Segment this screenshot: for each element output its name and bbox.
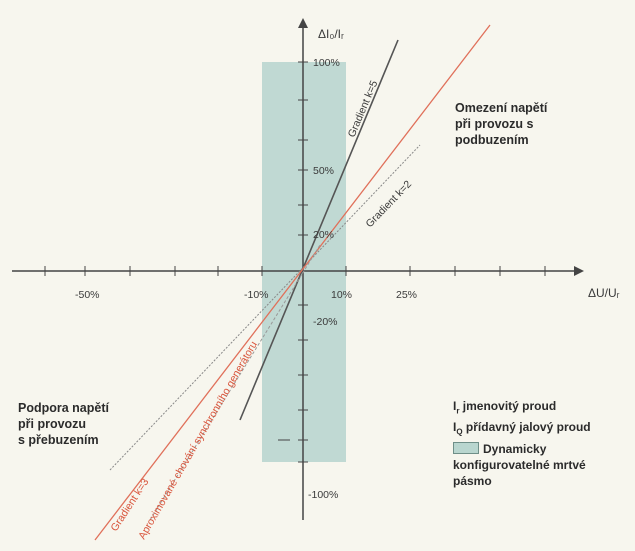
gradient-k5-label: Gradient k=5 [346, 79, 381, 139]
x-axis-title: ΔU/Uᵣ [588, 286, 620, 300]
legend-rated-current: Ir jmenovitý proud [453, 399, 557, 416]
underexcitation-line-2: při provozu s [455, 117, 534, 131]
y-tick-label-minus100: -100% [308, 489, 338, 501]
x-axis-arrow [574, 266, 584, 276]
gradient-k2-label: Gradient k=2 [364, 178, 415, 230]
underexcitation-line-1: Omezení napětí [455, 101, 548, 115]
y-tick-marks [278, 61, 308, 463]
legend-additional-current: IQ přídavný jalový proud [453, 420, 591, 437]
gradient-k3-line [94, 24, 491, 541]
approx-generator-label: Aproximované chování synchronního generá… [136, 339, 260, 541]
legend: Ir jmenovitý proud IQ přídavný jalový pr… [453, 398, 591, 489]
approx-generator-line [149, 244, 321, 521]
x-tick-label-minus50: -50% [75, 289, 100, 301]
underexcitation-line-3: podbuzením [455, 133, 529, 147]
legend-band-row: Dynamicky [453, 441, 591, 457]
legend-band-label-3: pásmo [453, 473, 492, 488]
x-tick-marks [44, 266, 546, 276]
overexcitation-note: Podpora napětí při provozu s přebuzením [18, 400, 109, 448]
gradient-k5-line [239, 39, 399, 421]
y-tick-label-50: 50% [313, 165, 334, 177]
overexcitation-line-2: při provozu [18, 417, 87, 431]
legend-band-label-2: konfigurovatelné mrtvé [453, 457, 586, 472]
x-tick-label-minus10: -10% [244, 289, 269, 301]
gradient-k2-line [109, 144, 421, 471]
y-axis-title: ΔI₀/Iᵣ [318, 27, 344, 41]
x-tick-label-10: 10% [331, 289, 352, 301]
dead-band [262, 62, 346, 462]
y-tick-label-100: 100% [313, 57, 340, 69]
overexcitation-line-3: s přebuzením [18, 433, 99, 447]
underexcitation-note: Omezení napětí při provozu s podbuzením [455, 100, 547, 148]
y-tick-label-20: 20% [313, 229, 334, 241]
y-tick-label-minus20: -20% [313, 316, 338, 328]
legend-band-swatch [453, 441, 479, 454]
overexcitation-line-1: Podpora napětí [18, 401, 109, 415]
x-tick-label-25: 25% [396, 289, 417, 301]
y-axis-arrow [298, 18, 308, 28]
